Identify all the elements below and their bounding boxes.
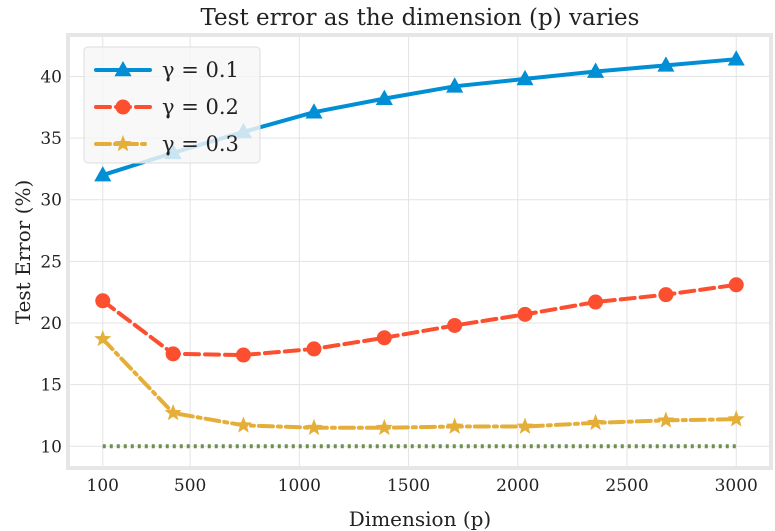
x-axis-ticks: 100 500 1000 1500 2000 2500 3000 <box>87 476 758 496</box>
series-0-point <box>727 50 745 66</box>
y-axis-label: Test Error (%) <box>11 180 35 325</box>
series-1-point <box>376 330 392 346</box>
series-0-point <box>446 77 464 93</box>
series-1 <box>95 277 744 363</box>
legend-swatch-marker <box>114 135 132 152</box>
series-2-point <box>375 418 393 436</box>
series-1-line <box>100 282 739 358</box>
series-1-point <box>165 346 181 362</box>
grid <box>70 37 769 466</box>
y-tick-label: 35 <box>40 129 62 149</box>
legend-swatch-marker <box>115 99 131 115</box>
series-2-point <box>657 411 675 428</box>
x-tick-label: 2000 <box>496 476 539 496</box>
series-0-point <box>587 62 605 78</box>
series-1-point <box>588 294 604 310</box>
series-0-point <box>305 103 323 119</box>
y-axis-ticks: 10 15 20 25 30 35 40 <box>40 67 62 457</box>
series-1-point <box>728 277 744 293</box>
x-tick-label: 2500 <box>605 476 648 496</box>
series-2-point <box>234 416 252 433</box>
series-1-point <box>517 306 533 322</box>
series-2-point <box>305 418 323 436</box>
series-2-line <box>100 337 739 430</box>
chart-title: Test error as the dimension (p) varies <box>201 5 640 31</box>
y-tick-label: 10 <box>40 437 62 457</box>
series-0-point <box>516 69 534 86</box>
series-2-point <box>446 417 464 434</box>
series-layer <box>94 50 745 449</box>
series-1-point <box>306 341 322 357</box>
legend-label: γ = 0.1 <box>162 58 239 82</box>
legend-label: γ = 0.3 <box>162 132 239 156</box>
series-1-point <box>658 287 674 303</box>
series-1-point <box>95 293 111 309</box>
series-1-point <box>235 347 251 363</box>
series-0-point <box>375 89 393 105</box>
y-tick-label: 15 <box>40 376 62 396</box>
series-1-point <box>447 317 463 333</box>
x-axis-label: Dimension (p) <box>349 507 491 531</box>
x-tick-label: 3000 <box>715 476 758 496</box>
series-2-point <box>587 413 605 431</box>
y-tick-label: 40 <box>40 67 62 87</box>
series-2 <box>94 330 745 436</box>
series-2-point <box>94 330 112 347</box>
x-tick-label: 100 <box>87 476 119 496</box>
series-0-point <box>94 166 112 182</box>
x-tick-label: 500 <box>174 476 206 496</box>
x-tick-label: 1500 <box>387 476 430 496</box>
y-tick-label: 20 <box>40 314 62 334</box>
series-2-point <box>164 403 182 421</box>
legend-swatch-marker <box>114 61 132 77</box>
y-tick-label: 30 <box>40 191 62 211</box>
legend: γ = 0.1 γ = 0.2 γ = 0.3 <box>83 46 261 164</box>
series-2-point <box>516 417 534 434</box>
series-0-point <box>657 56 675 72</box>
series-2-point <box>727 410 745 427</box>
x-tick-label: 1000 <box>278 476 321 496</box>
legend-label: γ = 0.2 <box>162 95 239 119</box>
y-tick-label: 25 <box>40 252 62 272</box>
